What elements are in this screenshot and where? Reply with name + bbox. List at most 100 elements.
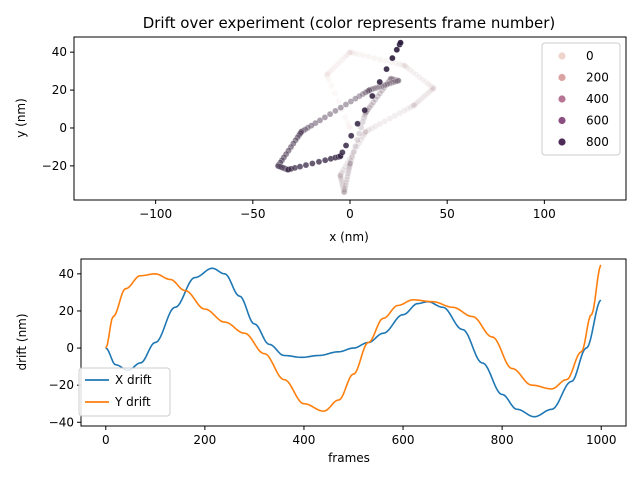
scatter-point — [331, 63, 338, 71]
x-tick-label: −100 — [139, 207, 172, 221]
scatter-point — [371, 54, 378, 62]
scatter-point — [344, 119, 351, 127]
scatter-point — [364, 87, 371, 95]
scatter-point — [410, 102, 418, 109]
scatter-point — [381, 118, 388, 125]
scatter-point — [354, 120, 361, 127]
scatter-point — [392, 60, 399, 67]
scatter-point — [389, 54, 396, 62]
x-tick-label: 400 — [293, 433, 316, 447]
x-tick-label: 0 — [346, 207, 354, 221]
scatter-point — [372, 123, 379, 130]
scatter-point — [424, 90, 431, 97]
scatter-point — [376, 78, 383, 86]
bottom-chart: 0 200 400 600 800 1000 −40 −20 0 20 40 frames dri… — [15, 258, 627, 465]
scatter-point — [352, 143, 359, 150]
top-chart-title: Drift over experiment (color represents … — [143, 14, 556, 32]
scatter-point — [347, 98, 355, 105]
scatter-point — [391, 112, 399, 119]
scatter-point — [346, 123, 353, 130]
scatter-point — [339, 149, 346, 156]
scatter-point — [359, 90, 367, 98]
scatter-point — [416, 73, 423, 81]
legend-label: X drift — [115, 373, 152, 387]
scatter-point — [365, 53, 372, 60]
scatter-point — [356, 130, 363, 137]
scatter-point — [326, 110, 334, 118]
scatter-point — [341, 184, 349, 191]
series-line — [105, 264, 602, 412]
top-chart-y-label: y (nm) — [14, 98, 28, 138]
bottom-chart-y-label: drift (nm) — [15, 313, 29, 370]
scatter-point — [368, 125, 375, 132]
y-tick-label: −20 — [42, 159, 67, 173]
legend-marker — [558, 95, 566, 103]
y-tick-label: 40 — [52, 45, 67, 59]
scatter-point — [397, 39, 404, 46]
scatter-point — [302, 161, 310, 169]
scatter-point — [322, 157, 329, 164]
legend-label: 800 — [586, 135, 609, 149]
y-tick-label: 20 — [52, 83, 67, 97]
scatter-point — [386, 115, 394, 122]
top-chart-marks — [274, 39, 437, 196]
scatter-point — [361, 106, 368, 114]
scatter-point — [342, 182, 349, 189]
scatter-point — [341, 113, 349, 121]
scatter-point — [426, 88, 433, 96]
legend-label: 400 — [586, 92, 609, 106]
x-tick-label: 800 — [491, 433, 514, 447]
scatter-point — [315, 158, 323, 166]
bottom-chart-legend: X drift Y drift — [78, 367, 171, 417]
bottom-chart-frame — [80, 258, 627, 427]
scatter-point — [348, 153, 356, 161]
x-tick-label: 0 — [102, 433, 110, 447]
scatter-point — [333, 61, 341, 68]
scatter-point — [382, 57, 389, 65]
y-tick-label: −40 — [49, 415, 74, 429]
scatter-point — [430, 84, 437, 92]
legend-label: 200 — [586, 71, 609, 85]
scatter-point — [429, 84, 436, 91]
scatter-point — [360, 52, 367, 59]
scatter-point — [376, 56, 384, 63]
top-chart-legend: 0 200 400 600 800 — [541, 42, 621, 156]
y-tick-label: 40 — [59, 267, 74, 281]
scatter-point — [393, 46, 401, 53]
scatter-point — [396, 109, 403, 117]
scatter-point — [340, 54, 348, 62]
top-chart-x-ticks: −100 −50 0 50 100 — [139, 200, 556, 221]
scatter-point — [412, 71, 420, 78]
scatter-point — [354, 136, 361, 144]
bottom-chart-x-label: frames — [328, 451, 370, 465]
legend-label: 600 — [586, 114, 609, 128]
x-tick-label: 600 — [392, 433, 415, 447]
bottom-chart-y-ticks: −40 −20 0 20 40 — [49, 267, 81, 429]
scatter-point — [381, 81, 388, 89]
top-chart-y-ticks: −20 0 20 40 — [42, 45, 74, 173]
scatter-point — [386, 80, 393, 87]
legend-marker — [558, 138, 566, 146]
scatter-point — [388, 79, 396, 86]
scatter-point — [332, 107, 339, 115]
scatter-point — [404, 105, 412, 112]
scatter-point — [347, 157, 355, 165]
scatter-point — [338, 106, 346, 113]
scatter-point — [335, 98, 342, 105]
legend-marker — [558, 52, 566, 60]
scatter-point — [355, 139, 363, 147]
y-tick-label: 20 — [59, 304, 74, 318]
scatter-point — [342, 142, 350, 149]
x-tick-label: 100 — [533, 207, 556, 221]
legend-box — [541, 42, 621, 156]
scatter-point — [409, 68, 417, 76]
legend-label: 0 — [586, 49, 594, 63]
scatter-point — [296, 163, 304, 170]
scatter-point — [350, 148, 357, 156]
legend-marker — [558, 116, 566, 125]
scatter-point — [419, 94, 427, 101]
scatter-point — [347, 159, 354, 167]
scatter-point — [337, 104, 344, 111]
legend-marker — [558, 73, 566, 82]
